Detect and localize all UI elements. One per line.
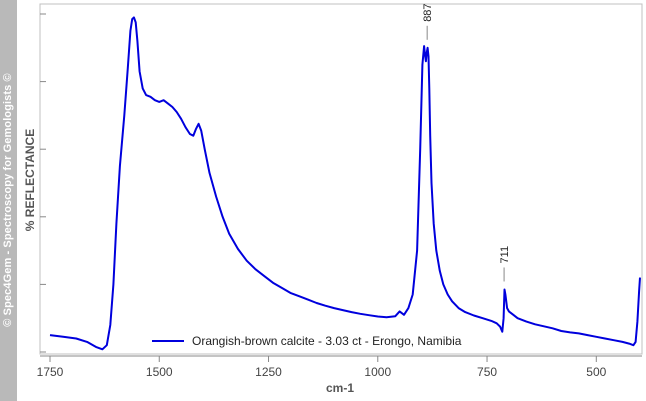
x-tick-label: 1250: [255, 365, 282, 379]
x-tick-label: 1500: [146, 365, 173, 379]
y-axis-ticks: [40, 13, 46, 353]
legend-label: Orangish-brown calcite - 3.03 ct - Erong…: [192, 334, 462, 348]
legend: Orangish-brown calcite - 3.03 ct - Erong…: [152, 334, 462, 348]
y-axis-title: % REFLECTANCE: [23, 129, 37, 231]
x-tick-label: 1000: [364, 365, 391, 379]
annotation-label: 711: [499, 246, 511, 264]
x-axis-ticks: 1750 1500 1250 1000 750 500: [37, 356, 607, 379]
x-tick-label: 500: [586, 365, 606, 379]
plot-frame: [39, 3, 643, 355]
annotation-label: 887: [422, 3, 434, 21]
watermark-sidebar: © Spec4Gem - Spectroscopy for Gemologist…: [0, 0, 17, 401]
x-tick-label: 750: [477, 365, 497, 379]
x-tick-label: 1750: [37, 365, 64, 379]
series-line: [49, 16, 641, 351]
x-axis-title: cm-1: [326, 381, 354, 395]
peak-annotations: 887 711: [422, 3, 511, 282]
